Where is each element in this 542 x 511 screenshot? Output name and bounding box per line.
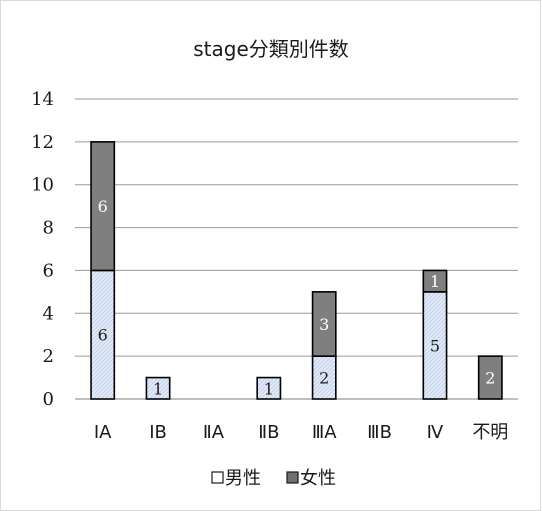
legend-label: 男性: [225, 468, 261, 489]
bar-segment-female: [477, 355, 503, 400]
data-label: 5: [430, 336, 440, 355]
y-tick-label: 14: [31, 89, 54, 110]
bar-segment-male: [145, 376, 171, 400]
data-label: 1: [153, 379, 163, 398]
bars: [90, 141, 503, 400]
data-label: 3: [319, 315, 329, 334]
y-tick-label: 4: [43, 303, 54, 324]
data-label: 1: [264, 379, 274, 398]
data-label: 6: [98, 197, 108, 216]
bar-segment-male: [256, 376, 282, 400]
legend-swatch: [211, 471, 224, 484]
data-labels: 6 6 1 1 2 3 5 1 2: [98, 197, 496, 398]
x-category-label: ⅢB: [367, 422, 392, 443]
bar-segment-female: [311, 291, 337, 357]
chart-title: stage分類別件数: [193, 37, 349, 61]
x-category-label: ⅢA: [312, 422, 337, 443]
x-category-label: ⅡA: [203, 422, 225, 443]
x-category-label: Ⅳ: [427, 422, 444, 443]
y-tick-label: 8: [43, 218, 54, 239]
x-axis-categories: ⅠA ⅠB ⅡA ⅡB ⅢA ⅢB Ⅳ 不明: [94, 422, 508, 443]
legend-swatch: [286, 471, 299, 484]
x-category-label: ⅡB: [258, 422, 279, 443]
y-tick-label: 0: [43, 389, 54, 410]
data-label: 2: [319, 369, 329, 388]
y-tick-label: 6: [43, 260, 54, 281]
data-label: 6: [98, 326, 108, 345]
legend: 男性 女性: [211, 468, 336, 489]
x-category-label: ⅠA: [94, 422, 112, 443]
y-tick-label: 2: [43, 346, 54, 367]
y-axis-ticks: 0 2 4 6 8 10 12 14: [31, 89, 54, 410]
x-category-label: ⅠB: [149, 422, 167, 443]
y-tick-label: 10: [31, 175, 54, 196]
data-label: 1: [430, 272, 440, 291]
bar-segment-female: [422, 269, 448, 293]
bar-segment-female: [90, 141, 116, 272]
y-tick-label: 12: [31, 132, 54, 153]
data-label: 2: [485, 369, 495, 388]
legend-label: 女性: [300, 468, 336, 489]
x-category-label: 不明: [472, 422, 508, 443]
